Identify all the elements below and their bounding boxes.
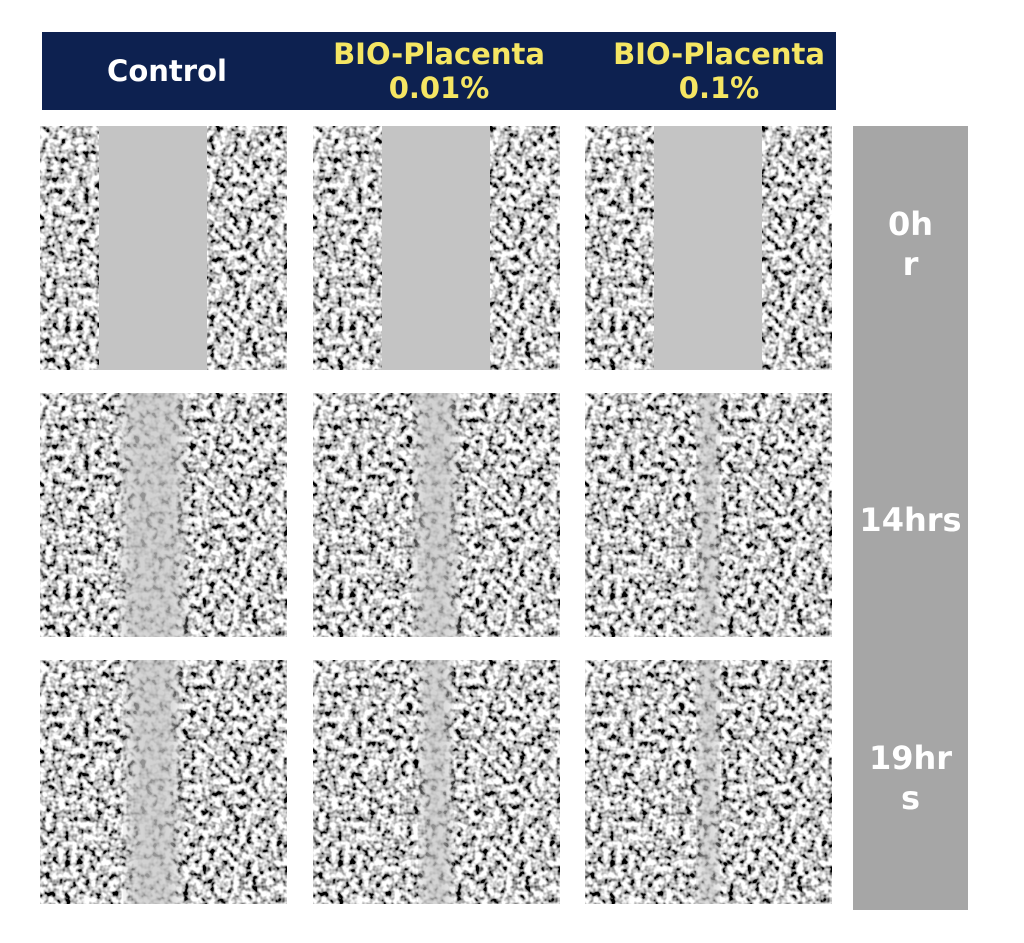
micrograph [313,126,560,370]
column-label: BIO-Placenta 0.01% [333,37,545,105]
time-bar: 0hr 14hrs 19hrs [853,126,968,910]
column-label: Control [107,54,227,88]
micrograph [585,660,832,904]
micrograph [313,393,560,637]
micrograph [40,393,287,637]
row-label-box: 0hr [853,204,968,284]
row-label: 19hrs [868,739,953,817]
micrograph [40,126,287,370]
row-label-box: 19hrs [853,738,968,818]
micrograph [585,393,832,637]
row-label: 14hrs [859,501,962,539]
row-label-box: 14hrs [853,500,968,540]
column-label: BIO-Placenta 0.1% [613,37,825,105]
row-label: 0hr [887,205,934,283]
micrograph [585,126,832,370]
micrograph [313,660,560,904]
micrograph [40,660,287,904]
header-bar: Control BIO-Placenta 0.01% BIO-Placenta … [42,32,836,110]
